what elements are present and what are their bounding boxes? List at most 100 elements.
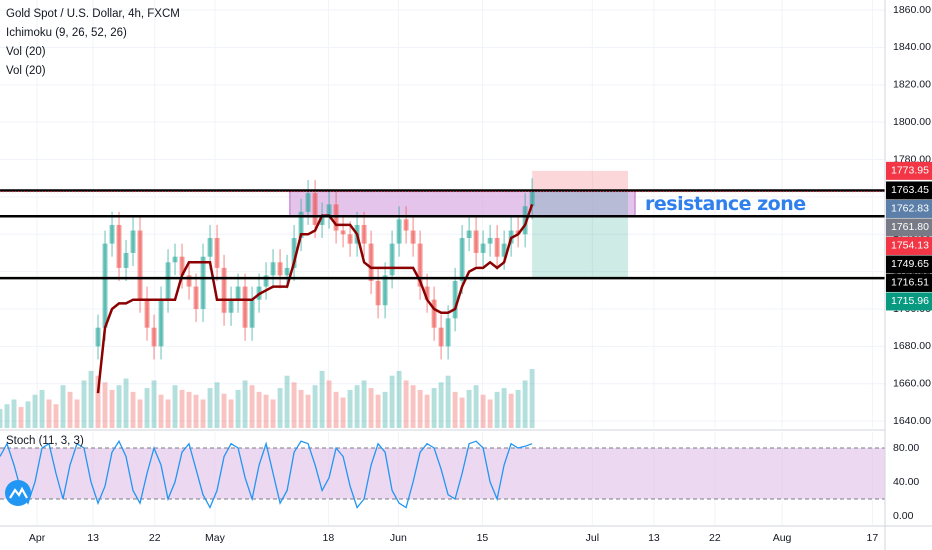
- volume-bar: [445, 375, 451, 428]
- logo-mark: [9, 486, 28, 499]
- volume-bar: [228, 399, 234, 428]
- volume-bar: [480, 394, 486, 428]
- price-label-bg: [886, 161, 932, 180]
- volume-bar: [200, 399, 206, 428]
- candle-body: [438, 327, 444, 347]
- candle-body: [270, 262, 276, 276]
- volume-bar: [88, 370, 94, 428]
- price-label: 1763.45: [891, 184, 929, 196]
- volume-bar: [333, 391, 339, 428]
- y-tick-label: 1640.00: [893, 415, 931, 427]
- candle-body: [109, 224, 115, 244]
- candle-body: [326, 204, 332, 216]
- y-tick-label: 1800.00: [893, 116, 931, 128]
- volume-bar: [158, 394, 164, 428]
- candle-body: [221, 267, 227, 313]
- x-tick-label: 13: [87, 532, 99, 544]
- candle-body: [319, 215, 325, 225]
- volume-bar: [424, 394, 430, 428]
- volume-bar: [263, 394, 269, 428]
- price-label: 1762.83: [891, 203, 929, 215]
- volume-bar: [214, 382, 220, 428]
- volume-bar: [11, 399, 17, 428]
- stoch-tick-label: 80.00: [893, 442, 919, 454]
- price-label-bg: [886, 292, 932, 311]
- price-label-bg: [886, 218, 932, 237]
- candle-body: [116, 224, 122, 268]
- x-tick-label: 13: [648, 532, 660, 544]
- volume-bar: [347, 389, 353, 428]
- volume-bar: [18, 407, 24, 428]
- x-tick-label: Jun: [390, 532, 407, 544]
- candle-body: [424, 286, 430, 300]
- candle-body: [445, 318, 451, 347]
- price-label: 1715.96: [891, 295, 929, 307]
- volume-bar: [67, 391, 73, 428]
- candle-body: [200, 256, 206, 309]
- volume-bar: [46, 399, 52, 428]
- stoch-tick-label: 0.00: [893, 510, 914, 522]
- price-label: 1749.65: [891, 258, 929, 270]
- candle-body: [452, 280, 458, 319]
- candle-body: [382, 275, 388, 306]
- candle-body: [207, 238, 213, 257]
- candle-body: [193, 286, 199, 309]
- indicator-label: Ichimoku (9, 26, 52, 26): [6, 27, 127, 39]
- price-label-bg: [886, 199, 932, 218]
- candle-body: [312, 193, 318, 225]
- volume-bar: [312, 385, 318, 428]
- volume-bar: [522, 380, 528, 428]
- volume-bar: [144, 388, 150, 428]
- volume-bar: [116, 385, 122, 428]
- position-stop: [532, 170, 629, 192]
- volume-bar: [249, 385, 255, 428]
- volume-bar: [179, 389, 185, 428]
- candle-body: [340, 230, 346, 235]
- volume-bar: [235, 389, 241, 428]
- price-label: 1761.80: [891, 221, 929, 233]
- volume-bar: [382, 391, 388, 428]
- y-tick-label: 1680.00: [893, 340, 931, 352]
- candle-body: [123, 252, 129, 268]
- candle-body: [291, 238, 297, 268]
- volume-bar: [431, 388, 437, 428]
- x-tick-label: 17: [867, 532, 879, 544]
- volume-bar: [403, 380, 409, 428]
- candle-body: [389, 243, 395, 276]
- price-pane: [0, 0, 885, 428]
- x-tick-label: Jul: [586, 532, 599, 544]
- candle-body: [375, 280, 381, 306]
- overlay: Gold Spot / U.S. Dollar, 4h, FXCM Ichimo…: [5, 8, 806, 506]
- price-label-bg: [886, 255, 932, 274]
- candle-body: [361, 224, 367, 244]
- x-tick-label: Apr: [29, 532, 46, 544]
- volume-bar: [39, 389, 45, 428]
- volume-bar: [130, 391, 136, 428]
- volume-bar: [410, 385, 416, 428]
- candle-body: [347, 234, 353, 244]
- volume-bar: [60, 385, 66, 428]
- candle-body: [501, 243, 507, 257]
- candle-body: [172, 256, 178, 263]
- candle-body: [522, 206, 528, 235]
- volume-bar: [396, 370, 402, 428]
- candle-body: [158, 299, 164, 347]
- candle-body: [529, 189, 535, 207]
- x-tick-label: May: [205, 532, 226, 544]
- volume-bar: [515, 389, 521, 428]
- volume-bar: [452, 391, 458, 428]
- chart-title: Gold Spot / U.S. Dollar, 4h, FXCM: [6, 8, 180, 20]
- volume-bar: [151, 380, 157, 428]
- candle-body: [473, 230, 479, 253]
- kijun-line: [96, 203, 534, 394]
- volume-bar: [0, 408, 3, 428]
- volume-bar: [102, 382, 108, 428]
- indicator-label: Vol (20): [6, 65, 46, 77]
- stoch-tick-label: 40.00: [893, 476, 919, 488]
- candle-body: [459, 238, 465, 281]
- candle-body: [298, 211, 304, 239]
- y-tick-label: 1840.00: [893, 41, 931, 53]
